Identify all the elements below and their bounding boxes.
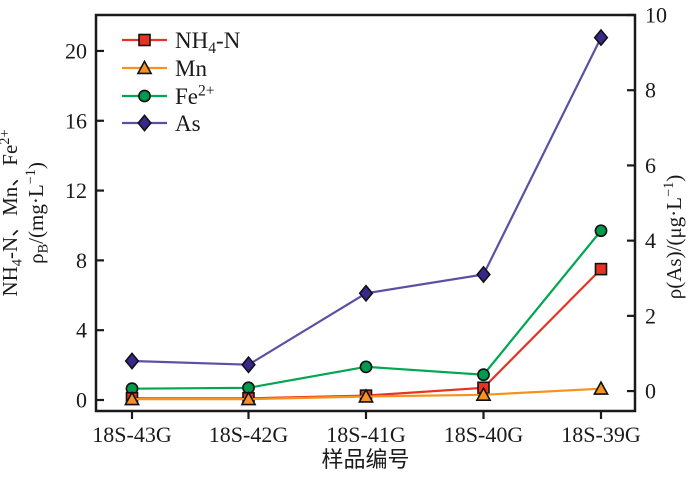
series-fe xyxy=(125,224,608,396)
diamond-marker xyxy=(137,114,152,132)
square-marker xyxy=(138,33,151,47)
triangle-marker xyxy=(358,388,374,403)
diamond-marker xyxy=(593,28,609,47)
triangle-marker xyxy=(124,390,140,406)
left-axis-title-line1: NH4-N、Mn、Fe2+ xyxy=(0,129,26,296)
left-tick-label: 8 xyxy=(76,248,87,273)
circle-marker xyxy=(477,368,490,382)
right-axis-title: ρ(As)/(μg·L−1) xyxy=(661,175,686,299)
right-tick-label: 6 xyxy=(645,153,656,178)
legend-label: Mn xyxy=(175,56,207,81)
x-tick-label: 18S-39G xyxy=(561,422,641,447)
left-tick-label: 12 xyxy=(65,178,87,203)
right-tick-label: 2 xyxy=(645,303,656,328)
right-tick-label: 0 xyxy=(645,379,656,404)
series-nhn xyxy=(125,262,608,405)
circle-marker xyxy=(594,224,608,238)
left-tick-label: 0 xyxy=(76,388,87,413)
legend-label: As xyxy=(175,111,201,136)
x-tick-label: 18S-42G xyxy=(209,422,289,447)
right-tick-label: 8 xyxy=(645,78,656,103)
diamond-marker xyxy=(124,352,140,370)
triangle-marker xyxy=(593,380,609,395)
x-tick-label: 18S-43G xyxy=(92,422,172,447)
left-tick-label: 16 xyxy=(65,108,87,133)
diamond-marker xyxy=(241,355,256,374)
series-mn xyxy=(124,380,609,406)
circle-marker xyxy=(138,89,151,103)
legend-label: Fe2+ xyxy=(175,82,215,109)
circle-marker xyxy=(359,360,373,374)
diamond-marker xyxy=(358,284,374,303)
right-tick-label: 10 xyxy=(645,3,667,28)
x-axis-title: 样品编号 xyxy=(321,447,409,472)
square-marker xyxy=(594,262,608,276)
axes: 0 4 8 12 16 20 0 2 4 6 8 10 18S-43G 18S-42G 18S-41G 18S… xyxy=(0,3,686,473)
triangle-marker xyxy=(240,390,257,406)
left-tick-label: 4 xyxy=(76,318,87,343)
series-as xyxy=(124,28,609,374)
diamond-marker xyxy=(476,265,491,284)
left-tick-label: 20 xyxy=(65,38,87,63)
right-tick-label: 4 xyxy=(645,228,656,253)
x-tick-label: 18S-40G xyxy=(444,422,524,447)
triangle-marker xyxy=(136,59,153,75)
legend-label: NH4-N xyxy=(175,28,241,57)
triangle-marker xyxy=(475,386,492,401)
x-tick-label: 18S-41G xyxy=(326,422,406,447)
left-axis-title-line2: ρB/(mg·L−1) xyxy=(23,162,52,264)
